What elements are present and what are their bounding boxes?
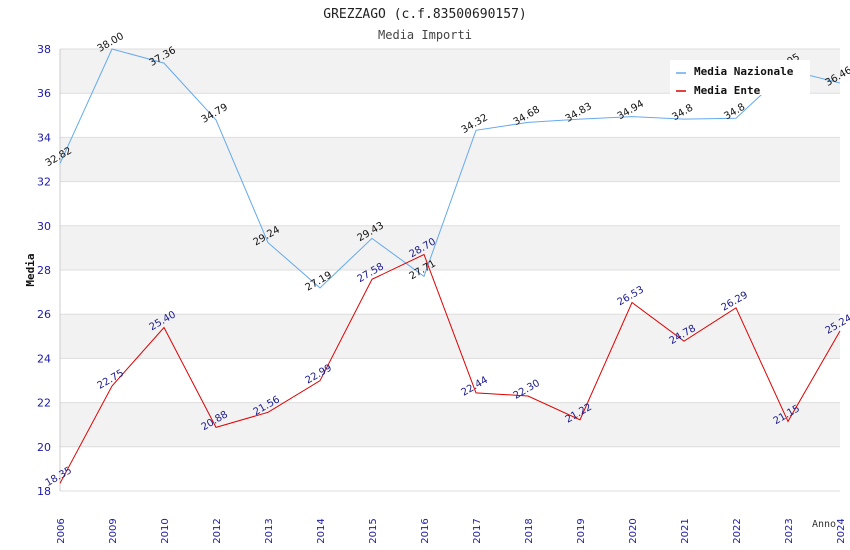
grid-band — [60, 137, 840, 182]
y-tick-label: 24 — [37, 352, 51, 365]
x-tick-label: 2013 — [264, 518, 275, 543]
x-tick-label: 2017 — [472, 518, 483, 543]
y-tick-label: 32 — [37, 176, 51, 189]
x-tick-label: 2024 — [836, 518, 847, 543]
x-tick-label: 2009 — [108, 518, 119, 543]
y-tick-label: 34 — [37, 131, 51, 144]
x-tick-labels: 2006 2009 2010 2012 2013 2014 2015 2016 2017 2018… — [56, 518, 847, 543]
legend-label-ente: Media Ente — [694, 84, 761, 97]
series-lines — [59, 48, 841, 484]
x-axis-label: Anno — [812, 519, 836, 530]
y-tick-label: 18 — [37, 485, 51, 498]
grid-band — [60, 446, 840, 491]
x-tick-label: 2014 — [316, 518, 327, 543]
series-line-ente — [59, 253, 841, 484]
grid-bands — [60, 49, 840, 491]
grid-band — [60, 270, 840, 315]
grid-band — [60, 358, 840, 403]
x-tick-label: 2006 — [56, 518, 67, 543]
y-tick-label: 36 — [37, 87, 51, 100]
x-tick-label: 2019 — [576, 518, 587, 543]
y-axis-label: Media — [24, 253, 37, 286]
chart-subtitle: Media Importi — [378, 28, 472, 42]
legend-label-nazionale: Media Nazionale — [694, 65, 794, 78]
grid-band — [60, 402, 840, 447]
chart-title: GREZZAGO (c.f.83500690157) — [323, 7, 527, 22]
legend: Media Nazionale Media Ente — [670, 60, 810, 97]
series-line-nazionale — [59, 48, 841, 289]
x-tick-label: 2022 — [732, 518, 743, 543]
y-tick-label: 30 — [37, 220, 51, 233]
x-tick-label: 2010 — [160, 518, 171, 543]
y-tick-label: 20 — [37, 441, 51, 454]
y-tick-label: 22 — [37, 397, 51, 410]
grid-band — [60, 93, 840, 138]
y-tick-label: 26 — [37, 308, 51, 321]
grid-band — [60, 225, 840, 270]
x-tick-label: 2021 — [680, 518, 691, 543]
x-tick-label: 2020 — [628, 518, 639, 543]
grid-band — [60, 314, 840, 359]
y-tick-labels: 18 20 22 24 26 28 30 32 34 36 38 — [37, 43, 51, 498]
x-tick-label: 2016 — [420, 518, 431, 543]
x-tick-label: 2012 — [212, 518, 223, 543]
y-tick-label: 38 — [37, 43, 51, 56]
legend-box — [670, 60, 810, 95]
x-tick-label: 2015 — [368, 518, 379, 543]
x-tick-label: 2023 — [784, 518, 795, 543]
y-tick-label: 28 — [37, 264, 51, 277]
x-tick-label: 2018 — [524, 518, 535, 543]
grid-lines — [60, 48, 840, 492]
